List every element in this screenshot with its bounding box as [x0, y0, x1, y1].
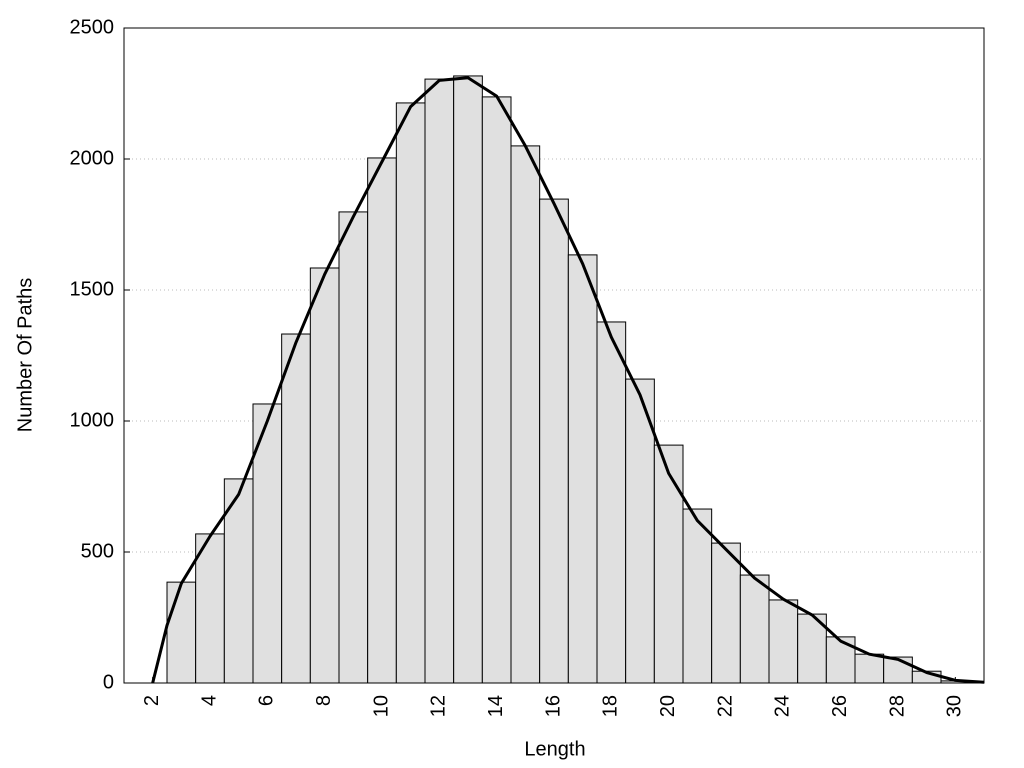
x-tick-label: 4 [198, 695, 220, 706]
y-tick-label: 0 [103, 671, 114, 693]
x-tick-label: 28 [886, 695, 908, 717]
bar [281, 333, 311, 684]
x-tick-label: 24 [772, 695, 794, 717]
bar [166, 581, 197, 684]
bar [195, 533, 225, 684]
x-tick-label: 14 [485, 695, 507, 717]
bar [309, 267, 340, 684]
bar [539, 198, 569, 684]
y-tick-label: 2500 [70, 16, 115, 38]
x-tick-label: 30 [944, 695, 966, 717]
x-axis-label: Length [524, 738, 585, 760]
x-tick-label: 20 [657, 695, 679, 717]
x-tick-label: 18 [600, 695, 622, 717]
bar [596, 321, 627, 684]
bar [682, 508, 713, 684]
x-tick-label: 2 [141, 695, 163, 706]
bar [453, 75, 483, 684]
bar [653, 444, 684, 684]
x-tick-label: 26 [829, 695, 851, 717]
y-tick-label: 1000 [70, 409, 115, 431]
x-tick-label: 16 [542, 695, 564, 717]
bar [395, 102, 426, 684]
y-tick-label: 500 [81, 540, 114, 562]
bar [510, 145, 541, 684]
bar [424, 78, 455, 684]
bar [739, 574, 770, 684]
x-tick-label: 10 [370, 695, 392, 717]
bar [367, 157, 397, 684]
bar [567, 254, 598, 684]
bar [481, 96, 512, 684]
bar [223, 478, 254, 684]
y-tick-label: 2000 [70, 147, 115, 169]
bar [825, 636, 856, 684]
x-tick-label: 12 [428, 695, 450, 717]
density-line [151, 76, 985, 684]
x-tick-label: 22 [714, 695, 736, 717]
bar [338, 211, 369, 684]
x-tick-label: 6 [256, 695, 278, 706]
bar [768, 599, 799, 684]
bar [625, 378, 655, 684]
x-tick-label: 8 [313, 695, 335, 706]
bar [711, 542, 741, 684]
bar [252, 403, 283, 684]
plot-frame [123, 27, 985, 684]
y-tick-label: 1500 [70, 278, 115, 300]
bar [854, 653, 885, 684]
y-axis-label: Number Of Paths [14, 278, 36, 433]
